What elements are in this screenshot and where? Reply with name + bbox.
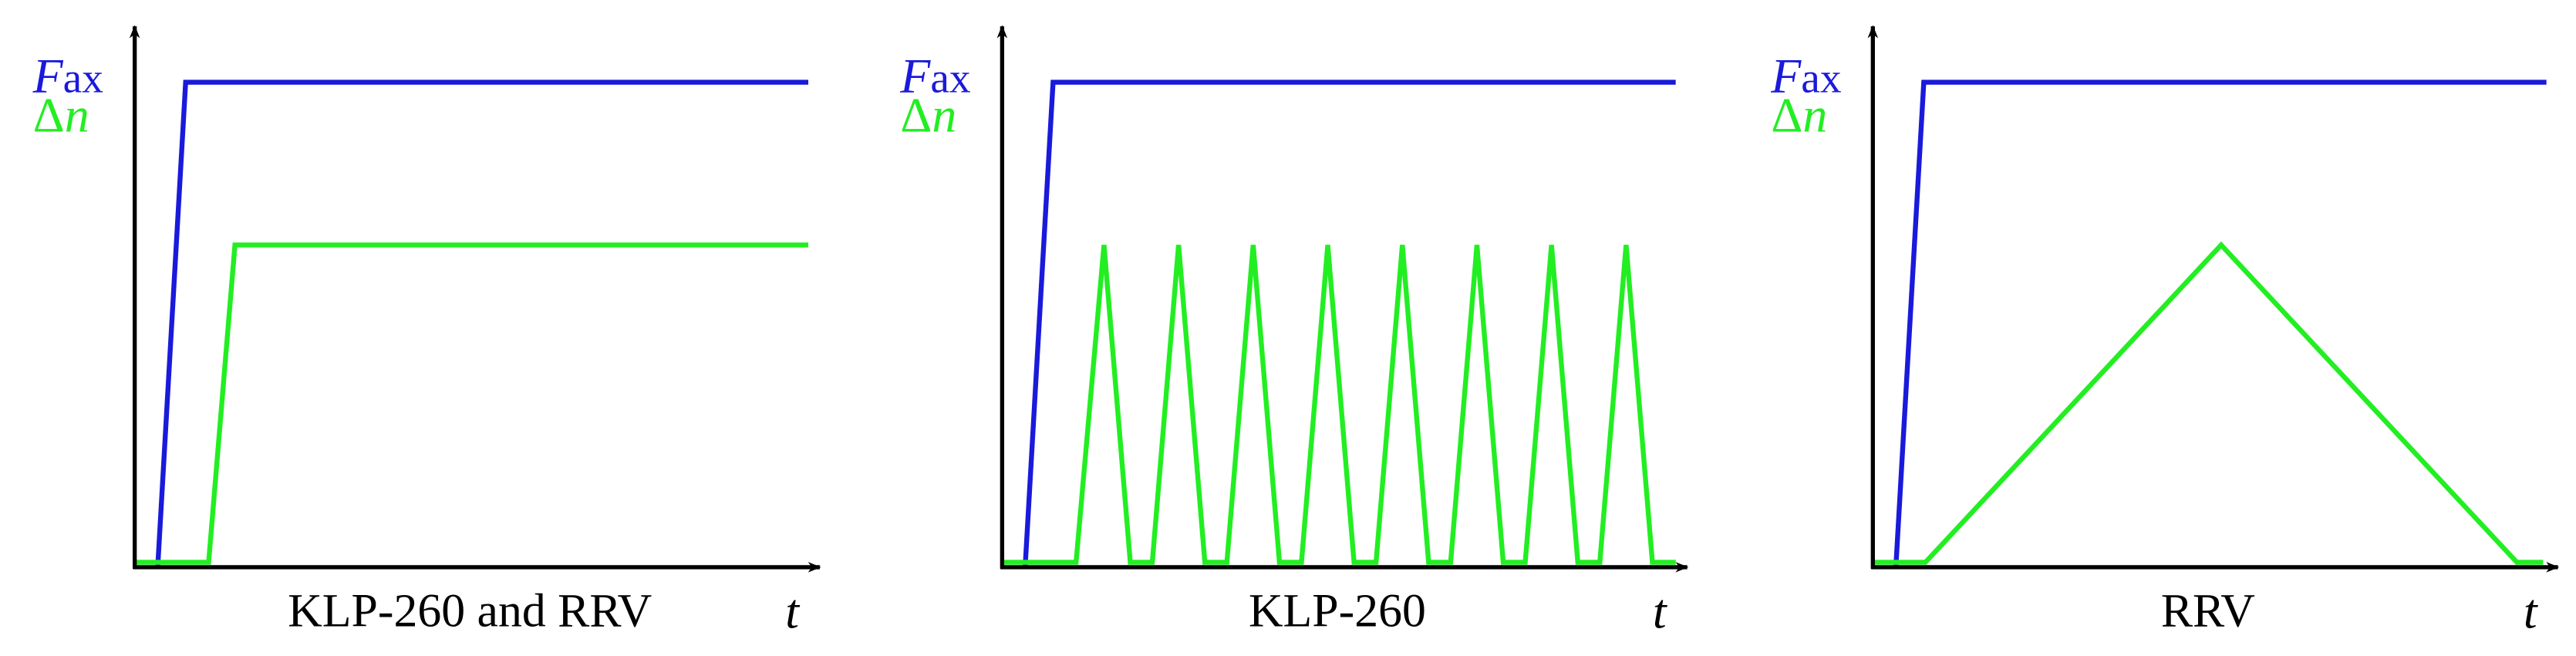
force-label: Fax <box>899 48 971 103</box>
force-subscript: ax <box>63 54 104 101</box>
delta-label: Δn <box>1771 87 1827 142</box>
delta-variable: n <box>1802 87 1827 142</box>
force-curve <box>155 79 809 568</box>
force-curve <box>1022 79 1676 568</box>
caption: KLP-260 and RRV <box>288 585 652 637</box>
caption: RRV <box>2161 585 2255 637</box>
delta-curve <box>1002 245 1676 565</box>
force-symbol: F <box>1770 48 1802 103</box>
time-label: t <box>785 584 801 639</box>
force-label: Fax <box>1770 48 1842 103</box>
force-subscript: ax <box>1801 54 1842 101</box>
force-symbol: F <box>32 48 64 103</box>
delta-label: Δn <box>33 87 89 142</box>
delta-symbol: Δ <box>1771 87 1802 142</box>
force-symbol: F <box>899 48 931 103</box>
delta-curve <box>1873 241 2544 565</box>
time-label: t <box>1653 584 1668 639</box>
delta-symbol: Δ <box>900 87 932 142</box>
caption: KLP-260 <box>1249 585 1426 637</box>
force-subscript: ax <box>930 54 971 101</box>
time-label: t <box>2524 584 2539 639</box>
force-curve <box>1893 79 2547 568</box>
delta-symbol: Δ <box>33 87 65 142</box>
force-label: Fax <box>32 48 104 103</box>
delta-variable: n <box>932 87 956 142</box>
delta-label: Δn <box>900 87 956 142</box>
delta-curve <box>134 242 809 565</box>
delta-variable: n <box>65 87 89 142</box>
